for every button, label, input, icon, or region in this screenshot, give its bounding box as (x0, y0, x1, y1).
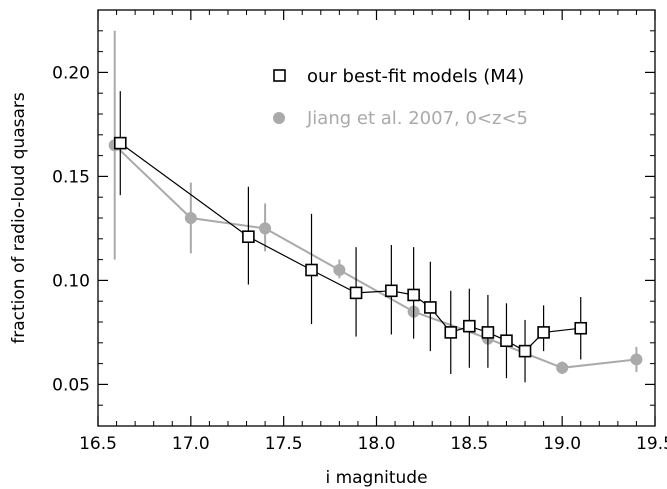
x-axis-title: i magnitude (325, 468, 427, 488)
data-point-square (463, 319, 476, 333)
data-point-circle (630, 353, 643, 366)
data-point-circle (184, 212, 197, 224)
series-line (119, 142, 581, 352)
series-layer (108, 30, 643, 383)
y-tick-label: 0.20 (52, 63, 90, 83)
data-point-square (242, 230, 255, 244)
data-point-square (444, 326, 458, 339)
data-point-square (574, 321, 588, 335)
data-point-square (424, 301, 437, 314)
legend-marker-filled-circle (273, 112, 285, 124)
data-point-square (500, 334, 513, 348)
x-tick-label: 17.5 (265, 434, 303, 454)
x-tick-label: 18.5 (450, 434, 488, 454)
y-tick-label: 0.05 (52, 375, 90, 395)
legend-marker-open-square (273, 69, 286, 82)
y-tick-label: 0.10 (52, 271, 90, 291)
x-tick-label: 18.0 (358, 434, 396, 454)
series-models (113, 91, 588, 383)
data-point-square (349, 286, 363, 300)
data-point-square (113, 136, 127, 150)
x-tick-label: 19.5 (636, 434, 667, 454)
data-point-square (537, 326, 550, 339)
data-point-square (407, 288, 420, 302)
series-line (114, 144, 637, 369)
data-point-square (305, 263, 318, 277)
data-point-square (385, 284, 398, 298)
data-point-square (518, 344, 532, 358)
x-tick-label: 19.0 (543, 434, 581, 454)
data-point-circle (556, 361, 569, 374)
y-tick-label: 0.15 (52, 167, 90, 187)
x-tick-label: 17.0 (172, 434, 210, 454)
data-point-square (481, 326, 495, 339)
y-axis-title: fraction of radio-loud quasars (9, 92, 29, 344)
data-point-circle (259, 222, 272, 235)
axis-ticks (97, 9, 656, 426)
legend-label-jiang: Jiang et al. 2007, 0<z<5 (306, 108, 528, 129)
legend: our best-fit models (M4) Jiang et al. 20… (273, 66, 528, 129)
data-point-circle (333, 264, 346, 276)
x-tick-label: 16.5 (79, 434, 117, 454)
legend-label-models: our best-fit models (M4) (307, 66, 524, 87)
axis-tick-labels: 16.5 17.0 17.5 18.0 18.5 19.0 19.5 0.05 0.10 0.15… (52, 63, 667, 454)
